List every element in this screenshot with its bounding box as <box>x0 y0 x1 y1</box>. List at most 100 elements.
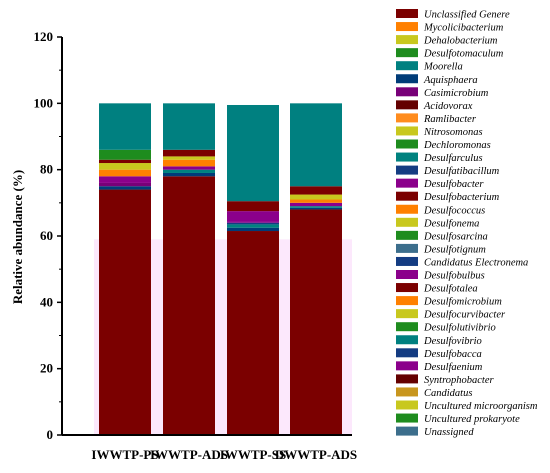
bar-segment <box>99 163 151 170</box>
legend-label: Desulfotignum <box>423 244 486 255</box>
legend-swatch <box>396 204 418 214</box>
legend-label: Desulfobacter <box>423 179 484 190</box>
legend-swatch <box>396 139 418 149</box>
legend-label: Desulfomicrobium <box>423 297 502 308</box>
legend-swatch <box>396 243 418 253</box>
legend-swatch <box>396 348 418 358</box>
legend-label: Uncultured microorganism <box>424 401 538 412</box>
legend-swatch <box>396 309 418 319</box>
legend-swatch <box>396 413 418 423</box>
legend-swatch <box>396 296 418 306</box>
legend-swatch <box>396 217 418 227</box>
legend-swatch <box>396 178 418 188</box>
bar-segment <box>227 227 279 232</box>
bar-segment <box>227 201 279 212</box>
legend-swatch <box>396 48 418 58</box>
bar-segment <box>227 231 279 435</box>
legend-swatch <box>396 126 418 136</box>
legend-swatch <box>396 426 418 436</box>
legend-label: Syntrophobacter <box>424 375 495 386</box>
legend-label: Unassigned <box>424 427 474 438</box>
legend-swatch <box>396 22 418 32</box>
bar-segment <box>290 209 342 435</box>
bar-segment <box>163 159 215 167</box>
legend-swatch <box>396 322 418 332</box>
legend-label: Candidatus Electronema <box>424 257 528 268</box>
legend-label: Desulfatibacillum <box>423 166 500 177</box>
legend-label: Desulfovibrio <box>423 336 482 347</box>
bar-segment <box>227 211 279 222</box>
legend-label: Moorella <box>423 62 463 73</box>
y-tick-label: 20 <box>40 361 53 376</box>
y-tick-label: 0 <box>47 427 54 442</box>
legend-label: Desulfocurvibacter <box>423 310 506 321</box>
bar-segment <box>99 182 151 187</box>
bar-segment <box>290 202 342 207</box>
legend-swatch <box>396 100 418 110</box>
legend-swatch <box>396 256 418 266</box>
bar-segment <box>163 149 215 157</box>
legend-label: Ramlibacter <box>423 114 477 125</box>
legend-label: Mycolicibacterium <box>423 23 504 34</box>
bar-segment <box>99 159 151 164</box>
bar-segment <box>227 221 279 223</box>
legend-label: Desulfonema <box>423 218 479 229</box>
bar-segment <box>99 189 151 435</box>
legend-swatch <box>396 152 418 162</box>
bar-segment <box>290 194 342 200</box>
legend-label: Desulfobulbus <box>423 271 485 282</box>
legend-label: Uncultured prokaryote <box>424 414 520 425</box>
legend-swatch <box>396 400 418 410</box>
legend-swatch <box>396 361 418 371</box>
bar-segment <box>99 149 151 160</box>
legend-swatch <box>396 61 418 71</box>
legend-label: Dechloromonas <box>423 140 491 151</box>
y-tick-label: 40 <box>40 294 53 309</box>
legend-swatch <box>396 87 418 97</box>
bar-segment <box>163 103 215 150</box>
legend-label: Unclassified Genere <box>424 10 510 21</box>
legend-label: Desulfobacca <box>423 349 482 360</box>
bar-segment <box>290 186 342 195</box>
bar-segment <box>163 172 215 177</box>
legend-label: Desulfotalea <box>423 284 478 295</box>
legend-swatch <box>396 270 418 279</box>
bar-segment <box>99 169 151 177</box>
bar-segment <box>99 186 151 190</box>
x-tick-label: IWWTP-SS <box>220 447 286 462</box>
y-tick-label: 120 <box>34 29 54 44</box>
legend-swatch <box>396 387 418 397</box>
legend-label: Desulfosarcina <box>423 231 488 242</box>
bar-segment <box>163 176 215 436</box>
x-tick-label: IWWTP-ADS <box>150 447 228 462</box>
legend-label: Dehalobacterium <box>423 36 498 47</box>
bar-segment <box>290 207 342 210</box>
legend-swatch <box>396 9 418 18</box>
legend-swatch <box>396 35 418 45</box>
bar-segment <box>163 169 215 173</box>
bar-segment <box>227 104 279 202</box>
bar-segment <box>290 206 342 208</box>
legend-swatch <box>396 230 418 240</box>
legend-swatch <box>396 165 418 175</box>
bar-segment <box>290 199 342 203</box>
bar-segment <box>290 103 342 187</box>
legend-label: Candidatus <box>424 388 472 399</box>
legend-label: Desulfococcus <box>423 205 485 216</box>
y-axis: 0 20 40 60 80 100 120 <box>34 29 63 442</box>
legend-label: Desulfarculus <box>423 153 483 164</box>
legend: Unclassified Genere Mycolicibacterium Deha… <box>396 9 538 438</box>
bar-segment <box>99 176 151 183</box>
legend-swatch <box>396 113 418 123</box>
bar-segment <box>227 224 279 228</box>
legend-swatch <box>396 374 418 384</box>
bar-segment <box>163 156 215 160</box>
legend-label: Nitrosomonas <box>423 127 483 138</box>
legend-label: Desulfaenium <box>423 362 483 373</box>
legend-label: Desulfolutivibrio <box>423 323 496 334</box>
legend-label: Acidovorax <box>423 101 473 112</box>
y-tick-label: 60 <box>40 228 53 243</box>
legend-swatch <box>396 191 418 201</box>
